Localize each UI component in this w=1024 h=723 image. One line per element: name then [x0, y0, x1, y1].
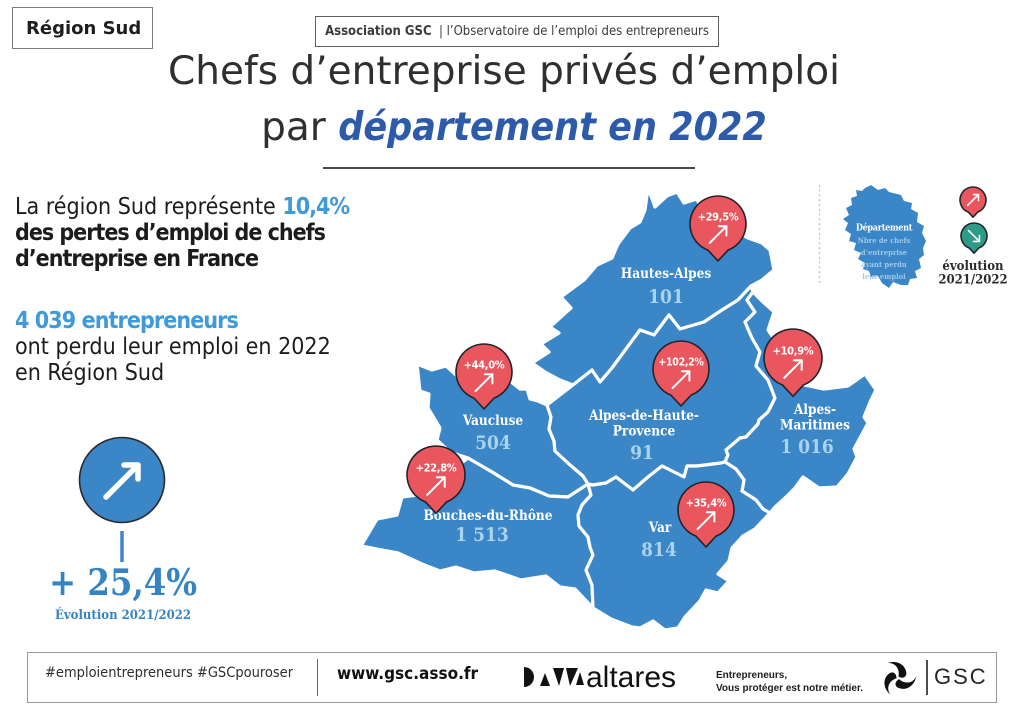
footer-hashtags: #emploientrepreneurs #GSCpouroser: [45, 665, 294, 681]
pin-evolution-value: +22,8%: [416, 462, 457, 475]
footer-url[interactable]: www.gsc.asso.fr: [337, 664, 479, 684]
intro-line3: d’entreprise en France: [15, 246, 259, 272]
trend-up-arrow-icon: [696, 511, 716, 531]
altares-marks-icon: [524, 667, 584, 687]
department-label-vaucluse: Vaucluse: [462, 413, 524, 429]
intro-line1-prefix: La région Sud représente: [15, 194, 283, 220]
gsc-wordmark: GSC: [934, 664, 988, 689]
legend-minimap-title: Département: [856, 223, 913, 234]
trend-up-arrow-icon: [103, 462, 141, 500]
association-box: Association GSC | l’Observatoire de l’em…: [315, 16, 719, 47]
stats-line2: ont perdu leur emploi en 2022: [15, 334, 331, 360]
trend-up-arrow-icon: [474, 373, 494, 393]
legend-down-pin: [960, 222, 988, 254]
stats-highlight: 4 039 entrepreneurs: [15, 308, 239, 334]
intro-paragraph: La région Sud représente 10,4% des perte…: [15, 194, 415, 272]
evolution-pin-hautes-alpes: +29,5%: [689, 195, 747, 262]
pin-evolution-value: +102,2%: [658, 357, 704, 369]
evolution-pin-alpes-maritimes: +10,9%: [763, 328, 823, 398]
footer-tagline-2: Vous protéger est notre métier.: [716, 683, 864, 694]
association-name: Association GSC: [325, 24, 432, 39]
legend-minimap-subtitle: leur emploi: [862, 272, 906, 281]
legend-up-pin: [959, 186, 987, 218]
pin-evolution-value: +10,9%: [773, 345, 814, 358]
region-sud-box: Région Sud: [12, 7, 153, 49]
trend-up-arrow-icon: [708, 225, 728, 245]
legend-caption-line1: évolution: [942, 259, 1004, 274]
pin-evolution-value: +35,4%: [686, 497, 727, 510]
map-legend: Département Nbre de chefs d’entreprise ayan…: [818, 185, 1008, 288]
evolution-caption: Évolution 2021/2022: [54, 608, 192, 623]
legend-minimap-subtitle: ayant perdu: [861, 260, 906, 269]
page-title-highlight: département en 2022: [338, 105, 767, 150]
intro-highlight: 10,4%: [282, 194, 350, 220]
altares-mark-d: [524, 667, 534, 687]
legend-caption-line2: 2021/2022: [938, 273, 1007, 288]
evolution-pin-bouches-du-rhone: +22,8%: [406, 445, 466, 515]
department-value-var: 814: [641, 539, 677, 561]
trend-up-arrow-icon: [783, 359, 803, 379]
footer-divider-1: [317, 659, 318, 696]
department-value-alpes-maritimes: 1 016: [780, 436, 834, 458]
altares-wordmark: altares: [586, 661, 676, 694]
department-value-bouches-du-rhone: 1 513: [455, 524, 509, 546]
legend-minimap-subtitle: Nbre de chefs: [858, 236, 911, 245]
trend-down-arrow-icon: [967, 229, 981, 243]
evolution-pin-alpes-de-haute-provence: +102,2%: [652, 340, 710, 407]
page-title-line1: Chefs d’entreprise privés d’emploi: [168, 49, 840, 94]
department-label-alpes-maritimes: Maritimes: [780, 418, 850, 434]
footer-divider-2: [926, 660, 928, 695]
department-label-alpes-maritimes: Alpes-: [793, 402, 836, 418]
footer-bar: [27, 652, 997, 703]
page-title-line2-prefix: par: [261, 105, 339, 150]
department-label-hautes-alpes: Hautes-Alpes: [621, 266, 712, 282]
evolution-pin-var: +35,4%: [677, 481, 735, 548]
gsc-logo-icon: [884, 662, 917, 695]
evolution-value: + 25,4%: [48, 562, 198, 604]
region-sud-label: Région Sud: [26, 17, 142, 39]
footer-tagline-1: Entrepreneurs,: [716, 670, 788, 681]
stats-paragraph: 4 039 entrepreneurs ont perdu leur emplo…: [15, 308, 415, 386]
legend-minimap-subtitle: d’entreprise: [861, 248, 907, 257]
altares-logo: altares: [524, 661, 676, 694]
page-title-line2: par département en 2022: [10, 108, 1018, 147]
department-value-alpes-de-haute-provence: 91: [630, 442, 654, 464]
region-map: Hautes-Alpes 101 Vaucluse 504 Alpes-de-Haute…: [359, 186, 878, 632]
department-label-alpes-de-haute-provence: Alpes-de-Haute-: [588, 408, 699, 424]
trend-up-arrow-icon: [426, 476, 446, 496]
intro-line2: des pertes d’emploi de chefs: [15, 220, 326, 246]
evolution-circle-graphic: [78, 436, 166, 562]
title-underline: [323, 167, 695, 169]
trend-up-arrow-icon: [671, 370, 691, 390]
trend-up-arrow-icon: [966, 193, 980, 207]
department-value-vaucluse: 504: [475, 432, 511, 454]
pin-evolution-value: +44,0%: [464, 359, 505, 372]
department-value-hautes-alpes: 101: [648, 286, 684, 308]
department-label-alpes-de-haute-provence: Provence: [613, 424, 676, 440]
stats-line3: en Région Sud: [15, 360, 165, 386]
legend-minimap-shape: [843, 185, 926, 288]
department-label-var: Var: [648, 520, 672, 536]
department-label-bouches-du-rhone: Bouches-du-Rhône: [424, 508, 553, 524]
pin-evolution-value: +29,5%: [698, 211, 739, 224]
evolution-pin-vaucluse: +44,0%: [455, 343, 513, 410]
association-subtitle: | l’Observatoire de l’emploi des entrepr…: [431, 24, 709, 39]
